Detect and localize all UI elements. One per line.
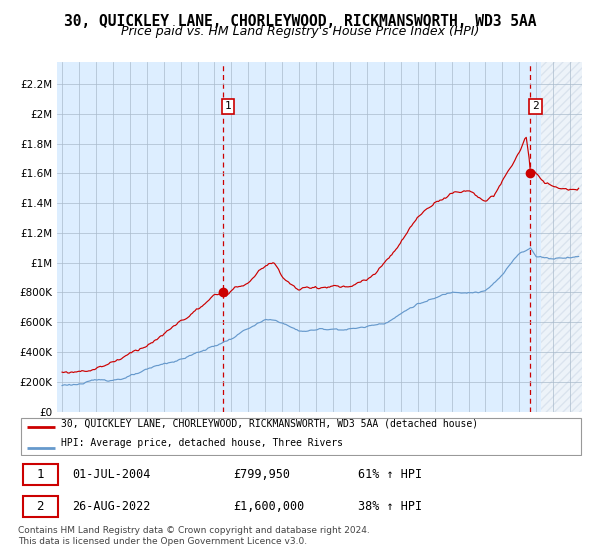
Text: Price paid vs. HM Land Registry's House Price Index (HPI): Price paid vs. HM Land Registry's House … <box>121 25 479 38</box>
Text: 1: 1 <box>37 468 44 481</box>
Text: 2: 2 <box>532 101 539 111</box>
Text: 30, QUICKLEY LANE, CHORLEYWOOD, RICKMANSWORTH, WD3 5AA (detached house): 30, QUICKLEY LANE, CHORLEYWOOD, RICKMANS… <box>61 418 478 428</box>
Text: 26-AUG-2022: 26-AUG-2022 <box>72 500 150 513</box>
FancyBboxPatch shape <box>23 464 58 485</box>
Text: £799,950: £799,950 <box>233 468 290 481</box>
Text: 2: 2 <box>37 500 44 513</box>
Text: 38% ↑ HPI: 38% ↑ HPI <box>358 500 422 513</box>
Text: Contains HM Land Registry data © Crown copyright and database right 2024.
This d: Contains HM Land Registry data © Crown c… <box>18 526 370 546</box>
Text: 30, QUICKLEY LANE, CHORLEYWOOD, RICKMANSWORTH, WD3 5AA: 30, QUICKLEY LANE, CHORLEYWOOD, RICKMANS… <box>64 14 536 29</box>
Bar <box>541 62 582 412</box>
Text: 61% ↑ HPI: 61% ↑ HPI <box>358 468 422 481</box>
Text: 01-JUL-2004: 01-JUL-2004 <box>72 468 150 481</box>
Text: 1: 1 <box>224 101 232 111</box>
Text: £1,600,000: £1,600,000 <box>233 500 305 513</box>
Bar <box>541 62 582 412</box>
Text: HPI: Average price, detached house, Three Rivers: HPI: Average price, detached house, Thre… <box>61 438 343 449</box>
FancyBboxPatch shape <box>21 418 581 455</box>
FancyBboxPatch shape <box>23 496 58 517</box>
